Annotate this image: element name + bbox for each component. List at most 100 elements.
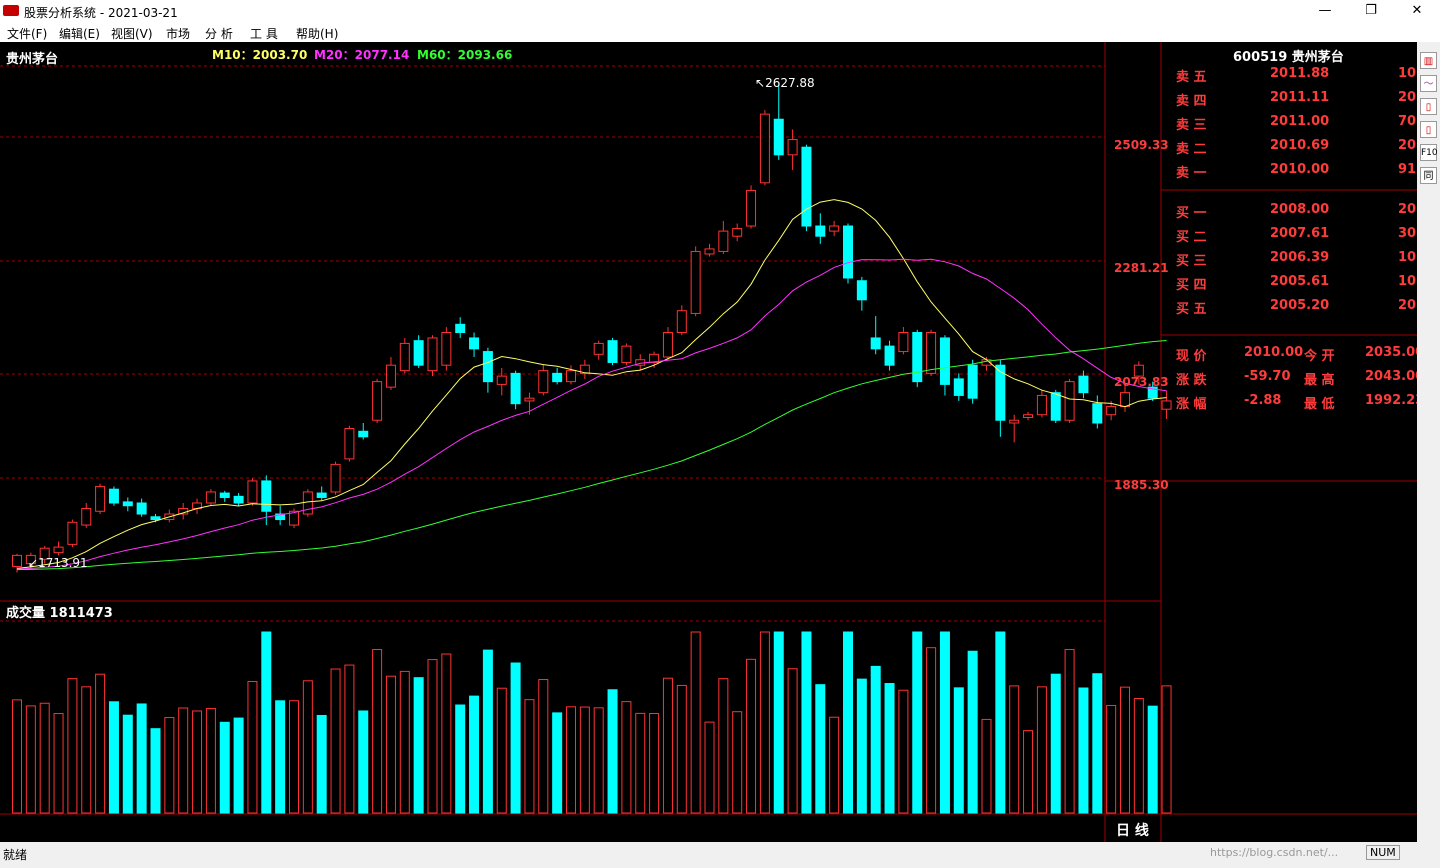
candle-body [607,340,618,363]
candle-body [829,225,840,232]
volume-bar [1133,697,1144,814]
volume-bar [787,668,798,814]
f10-icon[interactable]: F10 [1420,144,1438,161]
candle-body [704,248,715,255]
quote-price: 2005.20 [1270,298,1330,313]
candle-body [843,225,853,279]
bar-chart-icon[interactable]: ▥ [1420,52,1437,69]
menu-tools[interactable]: 工 具 [250,27,278,41]
ask-row: 卖 五 2011.88 10 [1162,66,1417,86]
low-marker: ↙1713.91 [28,556,88,570]
volume-bar [829,716,840,814]
maximize-button[interactable]: ❐ [1365,3,1377,18]
menu-market[interactable]: 市场 [166,27,191,41]
ma10-legend: M10：2003.70 [212,48,308,62]
minimize-button[interactable]: — [1318,3,1332,18]
volume-bar [441,653,452,814]
volume-bar [926,647,937,814]
chart-area[interactable]: 贵州茅台 M10：2003.70 M20：2077.14 M60：2093.66… [0,42,1440,842]
menu-view[interactable]: 视图(V) [111,27,153,41]
volume-bar [746,658,757,814]
volume-bar [164,717,175,814]
volume-bar [676,684,687,814]
candle-body [108,488,119,504]
status-text: 就绪 [3,848,28,862]
quote-volume: 20 [1398,298,1417,313]
app-icon [3,5,19,16]
kline-icon[interactable]: ▯ [1420,98,1437,115]
candle-body [815,225,826,237]
quote-label: 涨 跌 [1176,373,1207,388]
volume-bar [690,631,701,814]
volume-bar [1050,673,1061,814]
candle-body [510,372,521,405]
candle-body [1036,394,1047,416]
quote-value: -59.70 [1244,369,1291,384]
candle-body [801,146,812,227]
candle-body [1092,403,1103,424]
line-chart-icon[interactable]: 〜 [1420,75,1437,92]
quote-volume: 20 [1398,90,1417,105]
candle-body [912,331,923,383]
kline-icon[interactable]: ▯ [1420,121,1437,138]
kline-chart[interactable] [0,42,1417,842]
candle-body [1120,392,1130,407]
volume-bar [219,721,230,814]
volume-bar [12,699,22,814]
quote-header: 600519 贵州茅台 [1233,50,1344,65]
volume-bar [552,712,563,814]
volume-bar [150,728,161,814]
quote-label: 买 二 [1176,230,1207,245]
bid-row: 买 二 2007.61 30 [1162,226,1417,246]
candle-body [552,372,563,383]
candle-body [358,430,369,438]
volume-bar [455,704,466,814]
candle-body [12,554,22,567]
quote-volume: 30 [1398,226,1417,241]
quote-value: -2.88 [1244,393,1282,408]
candle-body [593,342,604,355]
menu-file[interactable]: 文件(F) [7,27,48,41]
volume-bar [732,711,743,814]
volume-bar [330,668,341,814]
volume-bar [870,665,881,814]
price-tick: 2073.83 [1114,375,1169,389]
volume-bar [801,631,812,814]
candle-body [455,323,466,333]
period-label[interactable]: 日 线 [1116,823,1149,839]
close-button[interactable]: ✕ [1411,3,1423,18]
candle-body [302,491,313,515]
volume-bar [1078,687,1089,814]
candle-body [870,337,881,350]
quote-label: 最 低 [1304,397,1335,412]
candle-body [233,495,244,504]
volume-bar [939,631,950,814]
volume-bar [953,687,964,814]
volume-bar [275,700,286,814]
volume-bar [510,662,521,814]
candle-body [344,428,355,460]
candle-body [718,230,729,252]
menu-analysis[interactable]: 分 析 [205,27,233,41]
volume-bar [718,678,729,814]
candle-body [939,337,950,385]
volume-bar [39,702,50,814]
candle-body [372,381,383,421]
quote-price: 2005.61 [1270,274,1330,289]
quote-label: 卖 四 [1176,94,1207,109]
volume-bar [372,649,383,814]
quote-volume: 70 [1398,114,1417,129]
candle-body [330,463,341,493]
menu-edit[interactable]: 编辑(E) [59,27,100,41]
menu-help[interactable]: 帮助(H) [296,27,339,41]
bid-row: 买 四 2005.61 10 [1162,274,1417,294]
high-marker-value: 2627.88 [765,76,815,90]
candle-body [1064,381,1075,421]
candle-body [538,370,549,394]
ask-row: 卖 三 2011.00 70 [1162,114,1417,134]
volume-bar [482,649,493,814]
volume-bar [413,677,424,814]
candle-body [205,491,216,504]
volume-bar [538,679,549,814]
note-icon[interactable]: 同 [1420,167,1437,184]
